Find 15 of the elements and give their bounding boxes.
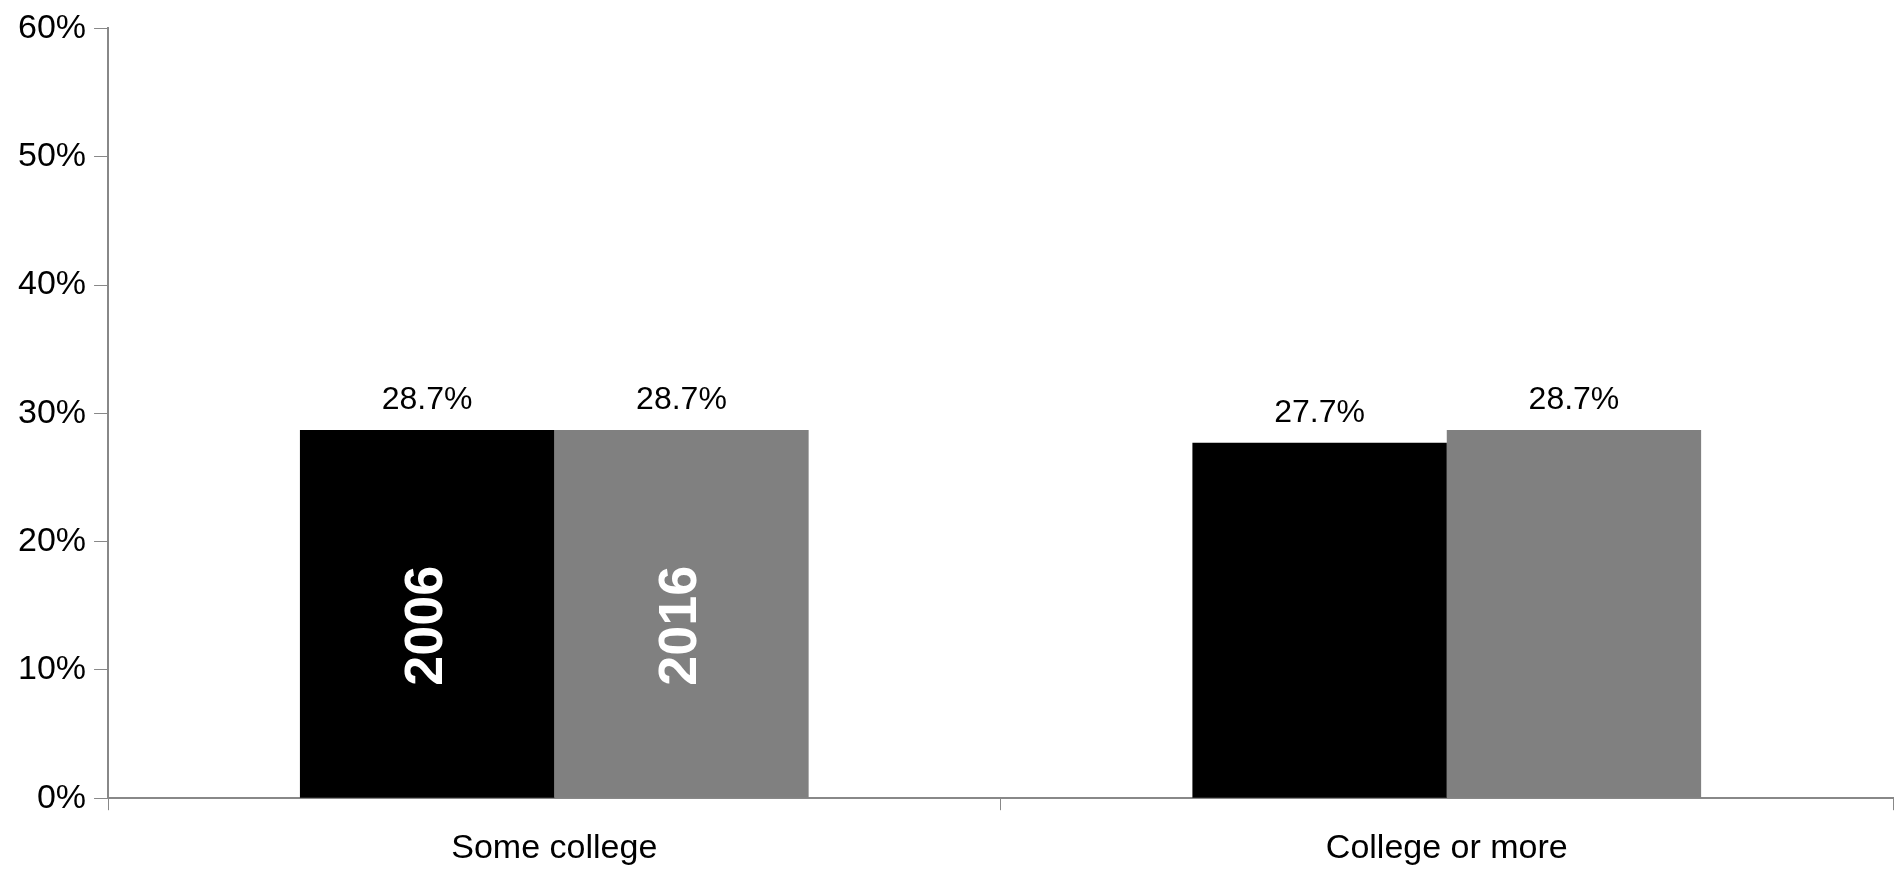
y-tick-label: 0%	[36, 776, 87, 815]
y-tick-label: 30%	[17, 391, 87, 430]
data-label: 27.7%	[1274, 392, 1365, 429]
x-tick-label: College or more	[1325, 826, 1568, 865]
y-tick-label: 50%	[17, 135, 87, 174]
y-tick-label: 10%	[17, 648, 87, 687]
data-label: 28.7%	[636, 379, 727, 416]
series-label: 2016	[647, 565, 708, 686]
x-tick-label: Some college	[451, 826, 658, 865]
y-tick-label: 20%	[17, 519, 87, 558]
y-tick-label: 40%	[17, 263, 87, 302]
data-label: 28.7%	[1528, 379, 1620, 416]
data-label: 28.7%	[381, 379, 473, 416]
series-label: 2006	[393, 565, 453, 686]
y-tick-label: 60%	[17, 6, 87, 45]
